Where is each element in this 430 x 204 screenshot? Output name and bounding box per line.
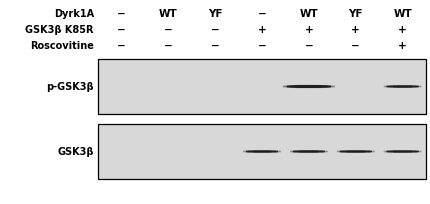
Ellipse shape <box>295 86 321 88</box>
Text: −: − <box>210 41 219 51</box>
Ellipse shape <box>243 151 280 152</box>
Text: −: − <box>117 41 126 51</box>
Text: GSK3β: GSK3β <box>57 147 94 157</box>
Ellipse shape <box>289 86 327 88</box>
Text: +: + <box>304 25 313 35</box>
Ellipse shape <box>387 151 416 152</box>
Text: −: − <box>350 41 359 51</box>
Ellipse shape <box>294 151 322 152</box>
Text: +: + <box>397 25 406 35</box>
Text: −: − <box>257 9 266 19</box>
Ellipse shape <box>247 151 276 152</box>
Bar <box>98 124 425 179</box>
Text: WT: WT <box>392 9 411 19</box>
Ellipse shape <box>387 87 416 88</box>
Text: +: + <box>397 41 406 51</box>
Text: −: − <box>257 41 266 51</box>
Text: −: − <box>210 25 219 35</box>
Ellipse shape <box>383 151 421 152</box>
Ellipse shape <box>289 151 327 152</box>
Ellipse shape <box>341 151 369 152</box>
Text: p-GSK3β: p-GSK3β <box>46 82 94 92</box>
Text: −: − <box>163 25 172 35</box>
Bar <box>98 60 425 114</box>
Text: Dyrk1A: Dyrk1A <box>54 9 94 19</box>
Text: −: − <box>163 41 172 51</box>
Ellipse shape <box>283 86 334 88</box>
Ellipse shape <box>336 151 374 152</box>
Text: GSK3β K85R: GSK3β K85R <box>25 25 94 35</box>
Text: −: − <box>117 9 126 19</box>
Text: Roscovitine: Roscovitine <box>30 41 94 51</box>
Text: WT: WT <box>299 9 317 19</box>
Text: WT: WT <box>159 9 177 19</box>
Text: +: + <box>350 25 359 35</box>
Ellipse shape <box>383 86 421 88</box>
Text: +: + <box>257 25 266 35</box>
Text: YF: YF <box>348 9 362 19</box>
Text: −: − <box>304 41 313 51</box>
Text: −: − <box>117 25 126 35</box>
Ellipse shape <box>286 86 330 88</box>
Text: YF: YF <box>207 9 222 19</box>
